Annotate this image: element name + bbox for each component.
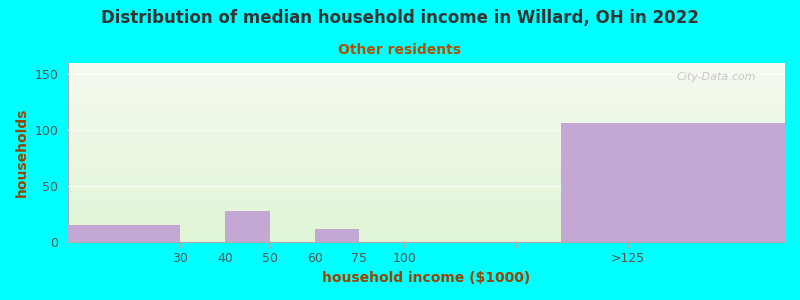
Text: Other residents: Other residents: [338, 44, 462, 58]
Bar: [225, 211, 270, 242]
Bar: [561, 123, 785, 242]
Text: Distribution of median household income in Willard, OH in 2022: Distribution of median household income …: [101, 9, 699, 27]
Text: City-Data.com: City-Data.com: [677, 72, 756, 82]
Y-axis label: households: households: [15, 108, 29, 197]
Bar: [68, 225, 180, 242]
X-axis label: household income ($1000): household income ($1000): [322, 271, 530, 285]
Bar: [314, 229, 359, 242]
